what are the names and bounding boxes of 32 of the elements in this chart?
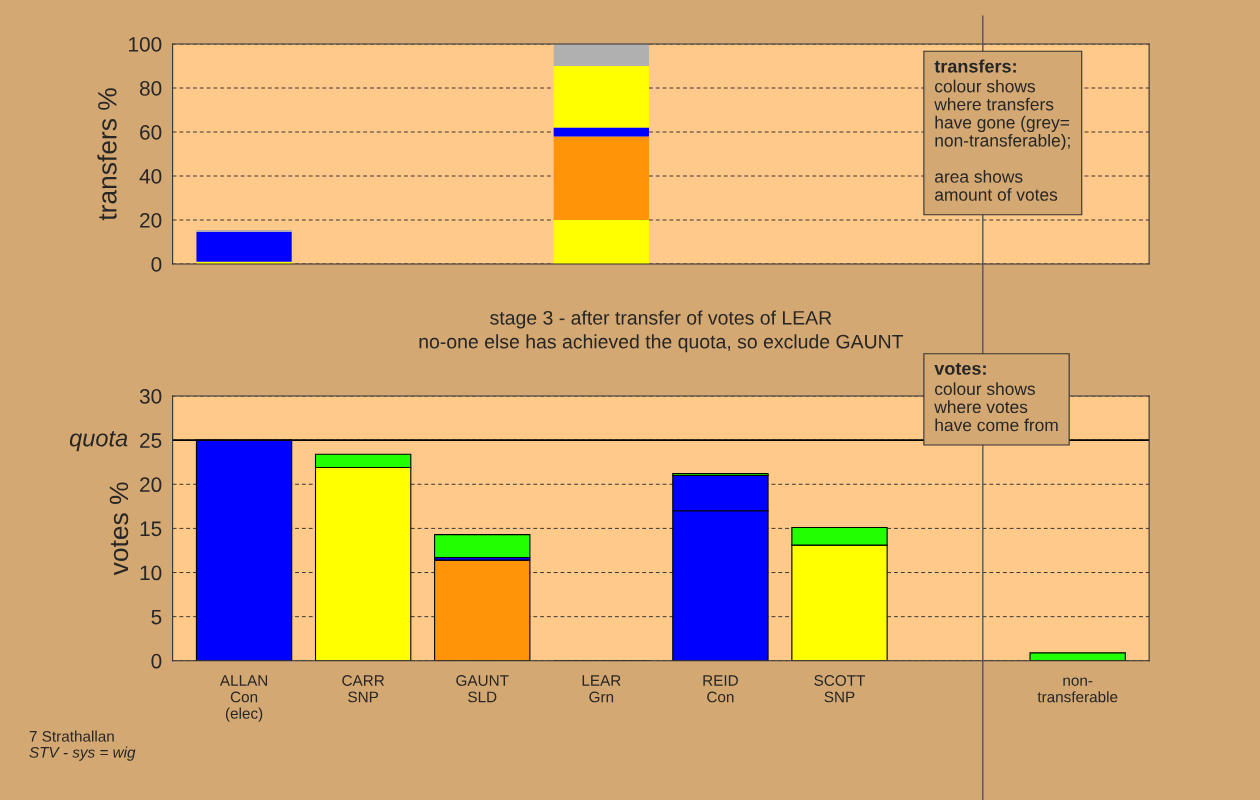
y-tick-label: 80 (139, 81, 162, 96)
y-tick-label: 60 (140, 125, 162, 140)
x-tick-label: SCOTT SNP (814, 675, 866, 703)
y-tick-label: 0 (151, 653, 162, 669)
y-tick-label: 40 (139, 169, 162, 184)
text: votes: (934, 362, 986, 375)
y-axis-title: transfers % (97, 88, 117, 221)
y-tick-label: 100 (129, 37, 162, 52)
y-tick-label: 25 (140, 433, 162, 448)
chart-title: stage 3 - after transfer of votes of LEAR (490, 310, 832, 329)
x-tick-label: CARR SNP (342, 675, 385, 703)
annotation: colour shows where transfers have gone (grey= non-transferable); (934, 79, 1070, 151)
x-tick-label: REID Con (703, 675, 738, 703)
chart-subtitle: no-one else has achieved the quota, so exclude GAUNT (419, 334, 904, 353)
text: 7 Strathallan (29, 730, 114, 742)
ref-line-label: quota (69, 430, 128, 452)
y-tick-label: 20 (140, 213, 162, 228)
y-tick-label: 0 (151, 257, 162, 272)
annotation: area shows amount of votes (935, 170, 1058, 201)
annotation: colour shows where votes have come from (934, 382, 1058, 432)
y-tick-label: 5 (151, 609, 162, 625)
y-tick-label: 20 (140, 477, 162, 493)
y-axis-title: votes % (109, 482, 129, 576)
x-tick-label: LEAR Grn (582, 675, 621, 703)
text: STV - sys = wig (29, 746, 136, 761)
y-tick-label: 30 (139, 389, 162, 404)
y-tick-label: 10 (140, 565, 162, 581)
x-tick-label: ALLAN Con (elec) (219, 675, 268, 722)
x-tick-label: GAUNT SLD (456, 675, 509, 703)
annotation: transfers: (934, 59, 1016, 73)
x-tick-label: non- transferable (1037, 677, 1118, 703)
y-tick-label: 15 (140, 521, 162, 537)
